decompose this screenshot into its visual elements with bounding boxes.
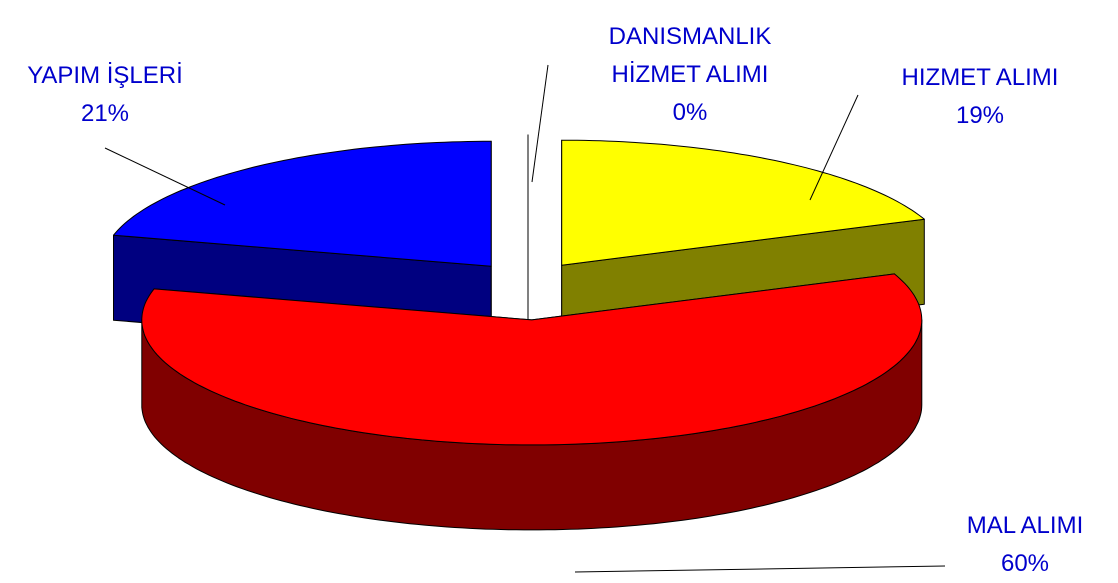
slice-top [113, 140, 492, 267]
slice-top [561, 139, 925, 266]
leader-line [809, 94, 859, 201]
label-name: MAL ALIMI [966, 512, 1084, 539]
slice-label: DANISMANLIK HİZMET ALIMI 0% [575, 18, 805, 132]
slice-label: HIZMET ALIMI 19% [830, 59, 1118, 135]
slice-label: YAPIM İŞLERİ 21% [0, 57, 255, 133]
label-name: HIZMET ALIMI [901, 64, 1059, 91]
label-name: DANISMANLIK HİZMET ALIMI [608, 23, 772, 88]
leader-line [574, 565, 946, 573]
label-percent: 60% [1000, 550, 1050, 577]
label-name: YAPIM İŞLERİ [27, 62, 183, 89]
leader-line [531, 64, 549, 183]
label-percent: 0% [672, 99, 708, 126]
slice-label: MAL ALIMI 60% [875, 507, 1118, 583]
slice [141, 273, 923, 531]
label-percent: 19% [955, 102, 1005, 129]
label-percent: 21% [80, 100, 130, 127]
slice-top [141, 273, 923, 446]
leader-line [104, 147, 226, 206]
